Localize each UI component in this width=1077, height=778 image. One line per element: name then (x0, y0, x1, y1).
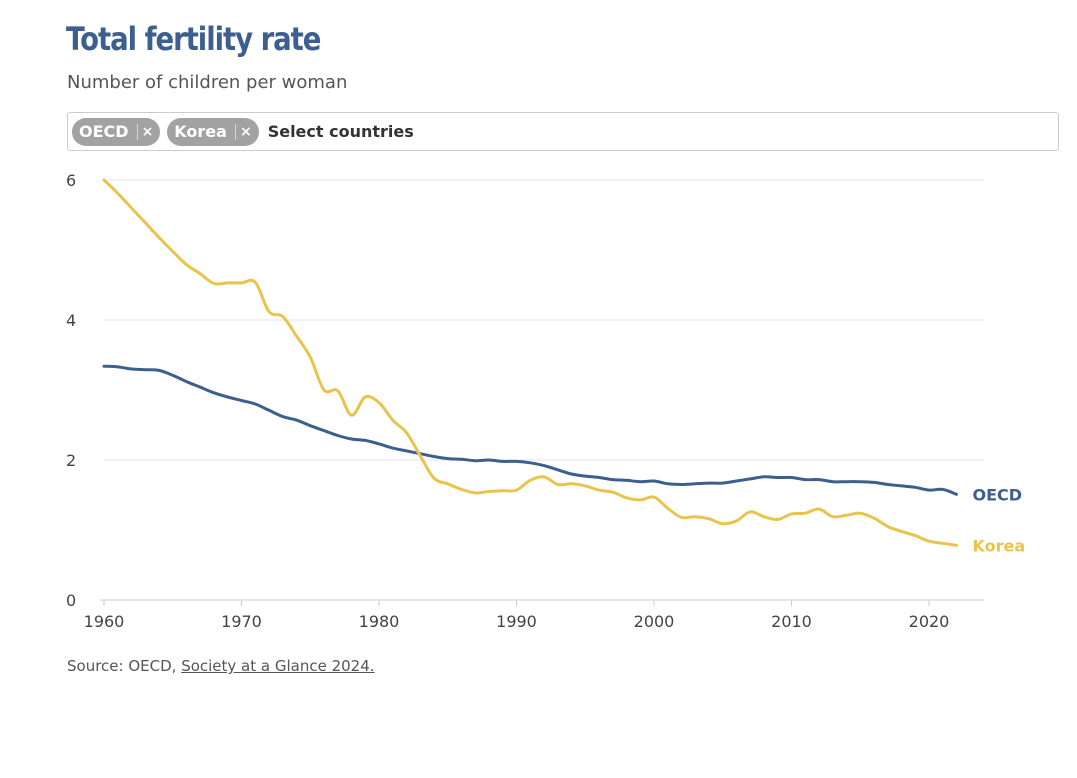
x-tick-label: 1970 (221, 612, 262, 631)
y-tick-label: 6 (66, 171, 76, 190)
chip-korea[interactable]: Korea × (167, 117, 259, 146)
y-tick-label: 0 (66, 591, 76, 610)
page-title: Total fertility rate (66, 20, 321, 58)
series-line-korea (102, 178, 958, 547)
gridlines (104, 179, 984, 461)
x-axis-ticks: 1960 1970 1980 1990 2000 2010 2020 (84, 600, 950, 631)
source-prefix: Source: OECD, (67, 657, 182, 675)
x-tick-label: 2010 (771, 612, 812, 631)
chip-korea-label: Korea (174, 122, 227, 141)
series-line-oecd (102, 364, 958, 496)
series-label-korea: Korea (973, 536, 1026, 555)
y-tick-label: 4 (66, 311, 76, 330)
y-axis-ticks: 0 2 4 6 (66, 171, 76, 610)
chip-oecd-label: OECD (79, 122, 129, 141)
y-tick-label: 2 (66, 451, 76, 470)
remove-korea-close-icon[interactable]: × (239, 123, 252, 140)
x-tick-label: 2000 (634, 612, 675, 631)
page-subtitle: Number of children per woman (67, 72, 348, 93)
x-tick-label: 2020 (909, 612, 950, 631)
x-tick-label: 1990 (496, 612, 537, 631)
series-end-labels: OECD Korea (973, 485, 1026, 555)
x-tick-label: 1980 (359, 612, 400, 631)
chip-separator (234, 123, 236, 140)
source-link[interactable]: Society at a Glance 2024. (181, 657, 375, 675)
x-tick-label: 1960 (84, 612, 125, 631)
series-lines (102, 178, 958, 547)
select-countries-input[interactable] (265, 122, 568, 141)
chip-oecd[interactable]: OECD × (72, 117, 161, 146)
source-note: Source: OECD, Society at a Glance 2024. (67, 657, 375, 675)
country-selector[interactable]: OECD × Korea × (67, 112, 1059, 151)
chip-separator (136, 123, 138, 140)
series-label-oecd: OECD (973, 485, 1023, 504)
remove-oecd-close-icon[interactable]: × (141, 123, 154, 140)
